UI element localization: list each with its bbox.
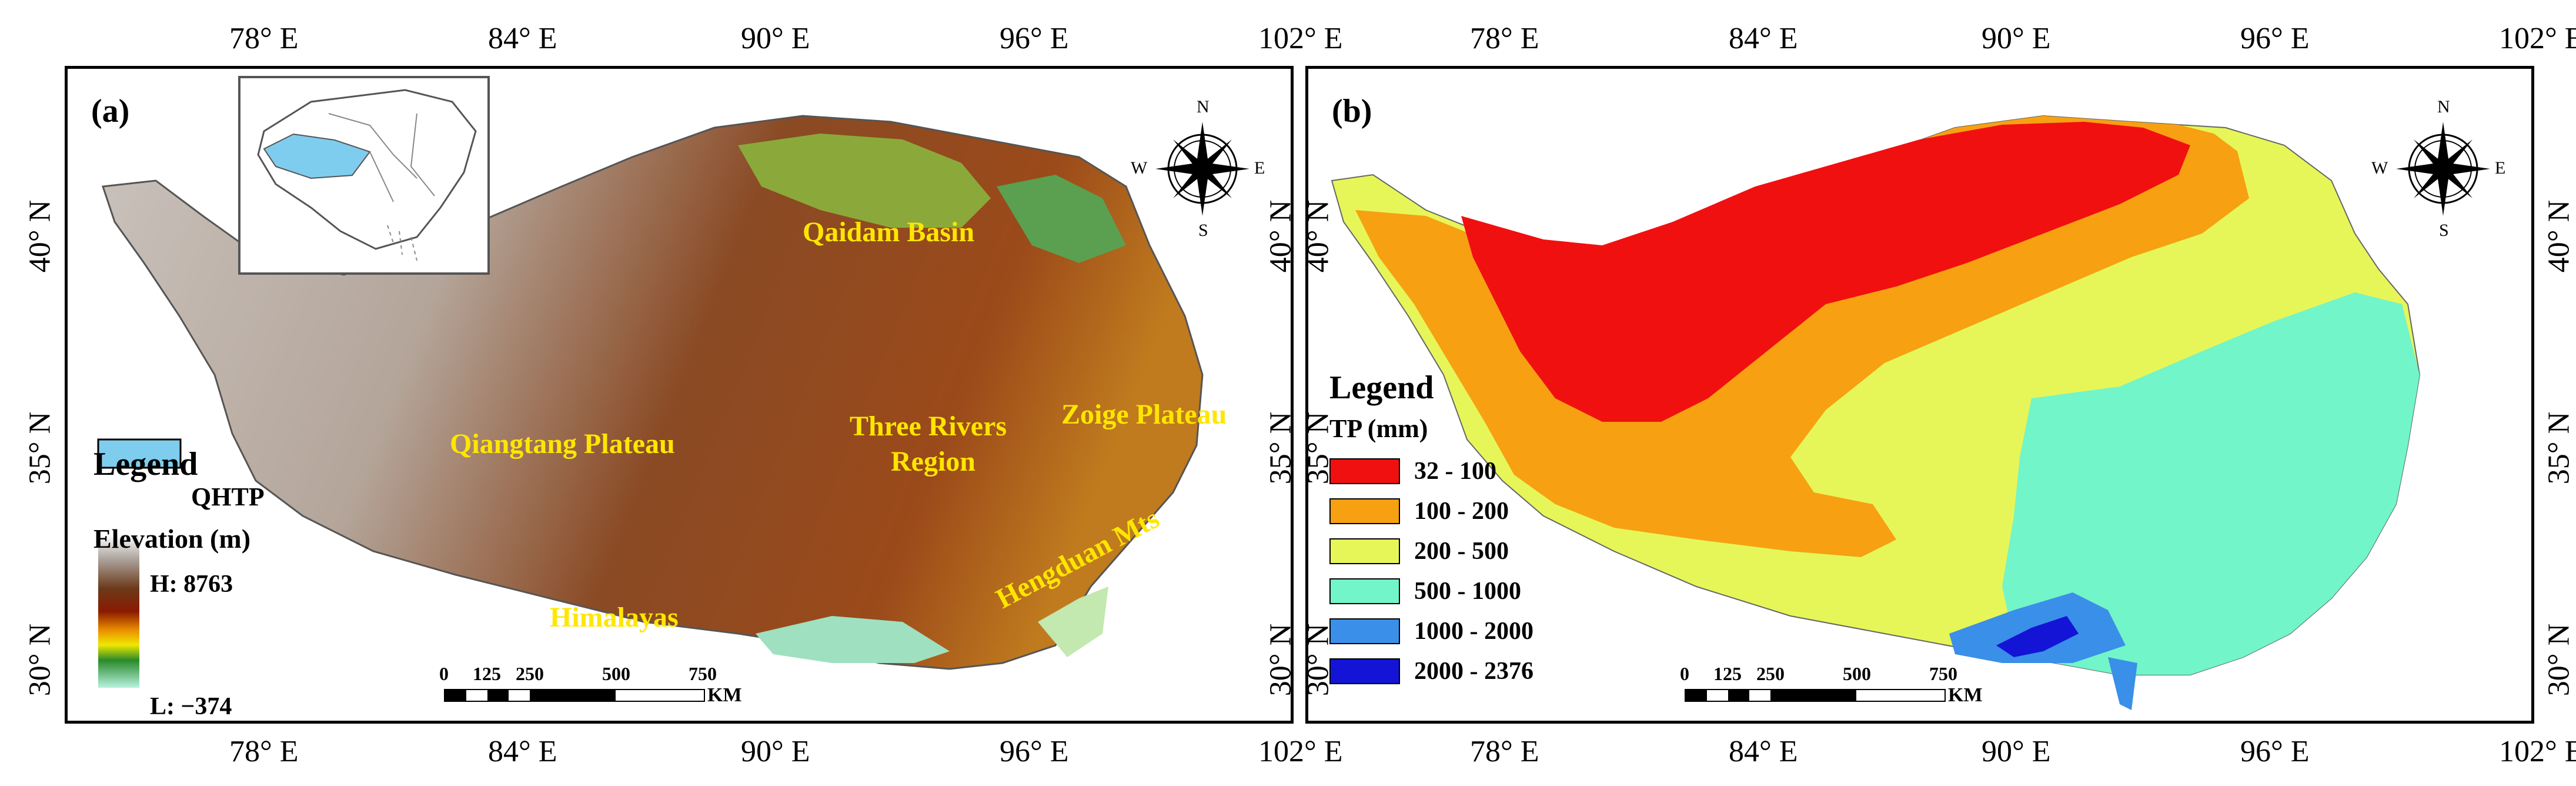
panel-a-elevation-map: (a) Qaidam Basin Qiangtang Plateau Three… [65, 66, 1294, 724]
panel-b-label: (b) [1332, 93, 1372, 129]
panel-a-label: (a) [91, 93, 130, 129]
longitude-tick-label: 102° E [2499, 735, 2576, 768]
scale-bar-b: 0 125 250 500 750 KM [1680, 663, 1983, 706]
legend-class-swatch [1329, 498, 1400, 524]
panel-b-precipitation-map: (b) Legend TP (mm) 0 125 250 500 750 KM [1305, 66, 2534, 724]
legend-class-label: 200 - 500 [1414, 538, 1509, 565]
longitude-tick-label: 84° E [1729, 735, 1798, 768]
green-lowland-shape [997, 175, 1126, 263]
longitude-tick-label: 90° E [741, 735, 810, 768]
longitude-tick-label: 84° E [488, 735, 557, 768]
panel-a-legend-title: Legend [93, 446, 198, 482]
latitude-tick-label: 40° N [1301, 199, 1335, 273]
latitude-tick-label: 35° N [2542, 411, 2576, 485]
legend-elevation-title: Elevation (m) [93, 524, 251, 554]
latitude-tick-label: 40° N [23, 199, 57, 273]
legend-class-label: 500 - 1000 [1414, 578, 1521, 605]
longitude-tick-label: 78° E [1470, 735, 1539, 768]
latitude-tick-label: 40° N [2542, 199, 2576, 273]
legend-qhtp-label: QHTP [191, 482, 265, 511]
longitude-tick-label: 96° E [1000, 22, 1069, 55]
legend-elevation-high: H: 8763 [150, 571, 233, 598]
longitude-tick-label: 102° E [2499, 22, 2576, 55]
latitude-tick-label: 30° N [23, 623, 57, 697]
longitude-tick-label: 84° E [488, 22, 557, 55]
legend-class-label: 1000 - 2000 [1414, 618, 1533, 645]
longitude-tick-label: 84° E [1729, 22, 1798, 55]
region-three-rivers: Three Rivers [850, 411, 1007, 442]
legend-class-swatch [1329, 658, 1400, 684]
latitude-tick-label: 35° N [1301, 411, 1335, 485]
china-inset-map [238, 76, 490, 275]
legend-class-row: 200 - 500 [1329, 537, 1509, 565]
qaidam-basin-shape [738, 134, 991, 228]
scale-bar-a: 0 125 250 500 750 KM [439, 663, 742, 706]
latitude-tick-label: 30° N [1264, 623, 1298, 697]
region-three-rivers-region: Region [891, 446, 975, 477]
legend-class-label: 32 - 100 [1414, 458, 1496, 485]
region-himalayas: Himalayas [550, 602, 679, 633]
precipitation-map [1331, 115, 2421, 710]
legend-elevation-low: L: −374 [150, 693, 232, 720]
elevation-map [97, 115, 1204, 688]
legend-class-row: 1000 - 2000 [1329, 617, 1533, 645]
latitude-tick-label: 30° N [2542, 623, 2576, 697]
panel-b-legend-subtitle: TP (mm) [1329, 414, 1428, 443]
southern-lowland-shape [756, 616, 950, 663]
latitude-tick-label: 40° N [1264, 199, 1298, 273]
longitude-tick-label: 90° E [1982, 22, 2051, 55]
class-500-1000-shape [2002, 292, 2420, 675]
longitude-tick-label: 78° E [229, 735, 299, 768]
legend-class-label: 2000 - 2376 [1414, 658, 1533, 685]
legend-class-label: 100 - 200 [1414, 498, 1509, 525]
longitude-tick-label: 78° E [1470, 22, 1539, 55]
longitude-tick-label: 90° E [741, 22, 810, 55]
longitude-tick-label: 78° E [229, 22, 299, 55]
legend-class-row: 100 - 200 [1329, 497, 1509, 525]
longitude-tick-label: 102° E [1258, 735, 1343, 768]
compass-rose-b: N S E W [2371, 97, 2506, 240]
longitude-tick-label: 102° E [1258, 22, 1343, 55]
class-32-100-shape [1461, 122, 2190, 422]
region-qiangtang-plateau: Qiangtang Plateau [450, 428, 675, 459]
longitude-tick-label: 90° E [1982, 735, 2051, 768]
legend-class-row: 500 - 1000 [1329, 577, 1521, 605]
latitude-tick-label: 35° N [23, 411, 57, 485]
longitude-tick-label: 96° E [2240, 22, 2310, 55]
longitude-tick-label: 96° E [1000, 735, 1069, 768]
legend-class-swatch [1329, 578, 1400, 604]
legend-class-swatch [1329, 458, 1400, 484]
latitude-tick-label: 30° N [1301, 623, 1335, 697]
class-2000-2376-shape [1996, 616, 2079, 657]
legend-class-row: 32 - 100 [1329, 457, 1496, 485]
qhtp-swatch [97, 438, 182, 469]
longitude-tick-label: 96° E [2240, 735, 2310, 768]
legend-class-swatch [1329, 538, 1400, 564]
elevation-legend-bar [98, 535, 139, 688]
compass-rose-a: N S E W [1131, 97, 1265, 240]
legend-class-row: 2000 - 2376 [1329, 657, 1533, 685]
region-qaidam-basin: Qaidam Basin [803, 217, 975, 248]
legend-class-swatch [1329, 618, 1400, 644]
latitude-tick-label: 35° N [1264, 411, 1298, 485]
panel-b-legend-title: Legend [1329, 369, 1434, 406]
region-zoige-plateau: Zoige Plateau [1061, 399, 1227, 430]
